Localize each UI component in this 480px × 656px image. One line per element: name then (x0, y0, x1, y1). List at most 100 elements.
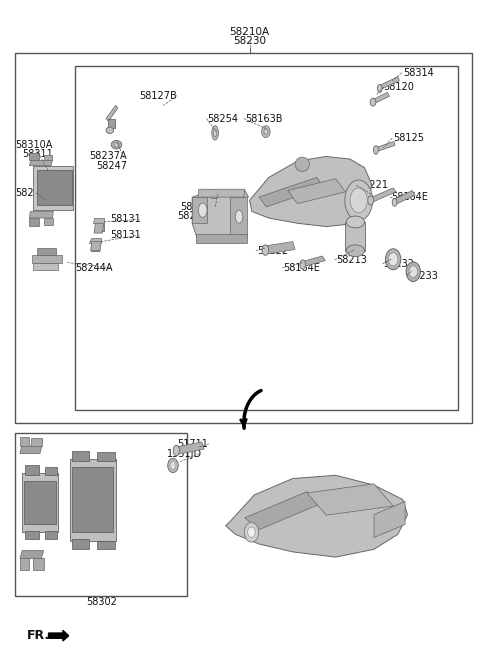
Text: 58233: 58233 (408, 271, 438, 281)
Bar (345, 222, 365, 251)
Text: 58232: 58232 (384, 259, 415, 269)
Ellipse shape (373, 146, 378, 154)
Ellipse shape (392, 198, 397, 206)
Ellipse shape (173, 445, 180, 456)
Text: FR.: FR. (27, 629, 50, 642)
Polygon shape (97, 453, 115, 461)
Ellipse shape (262, 245, 269, 255)
Ellipse shape (262, 126, 270, 138)
Polygon shape (91, 241, 101, 251)
Polygon shape (36, 170, 72, 205)
Polygon shape (369, 188, 396, 202)
Polygon shape (24, 466, 39, 475)
Ellipse shape (114, 142, 119, 147)
Text: 58131: 58131 (110, 230, 141, 240)
Text: 58247: 58247 (96, 161, 127, 171)
Polygon shape (175, 442, 204, 455)
Polygon shape (32, 255, 62, 262)
Ellipse shape (106, 127, 114, 134)
Polygon shape (29, 161, 52, 166)
Polygon shape (94, 223, 104, 233)
Ellipse shape (300, 260, 306, 269)
Polygon shape (393, 190, 415, 204)
Polygon shape (29, 211, 53, 218)
Polygon shape (372, 92, 389, 104)
Text: 58221: 58221 (357, 180, 388, 190)
FancyArrow shape (48, 630, 69, 641)
Polygon shape (44, 218, 53, 224)
Ellipse shape (388, 253, 398, 266)
Polygon shape (245, 491, 322, 529)
Text: 51711: 51711 (177, 439, 208, 449)
Ellipse shape (346, 216, 364, 228)
Ellipse shape (235, 210, 243, 223)
Polygon shape (108, 119, 115, 128)
Polygon shape (44, 155, 52, 161)
Text: 58311: 58311 (22, 149, 53, 159)
Ellipse shape (198, 203, 207, 217)
Text: 58210A: 58210A (229, 27, 270, 37)
Ellipse shape (212, 126, 218, 140)
Polygon shape (72, 451, 89, 461)
Ellipse shape (346, 245, 364, 256)
Polygon shape (192, 189, 249, 243)
Polygon shape (91, 243, 99, 251)
Polygon shape (99, 223, 104, 231)
Polygon shape (89, 237, 101, 243)
Ellipse shape (170, 462, 176, 470)
Polygon shape (198, 189, 245, 197)
Polygon shape (264, 241, 295, 254)
Polygon shape (70, 459, 116, 541)
Text: 58314: 58314 (403, 68, 433, 77)
Ellipse shape (111, 140, 122, 149)
Polygon shape (29, 218, 39, 226)
Text: 58164E: 58164E (391, 192, 428, 202)
Ellipse shape (350, 188, 367, 213)
Polygon shape (226, 476, 408, 557)
Polygon shape (20, 558, 29, 570)
Text: 58235: 58235 (180, 202, 211, 212)
Ellipse shape (214, 129, 217, 136)
Polygon shape (192, 197, 207, 223)
Polygon shape (93, 218, 104, 223)
Ellipse shape (295, 157, 310, 172)
Polygon shape (20, 437, 29, 446)
Bar (75, 66, 458, 410)
Polygon shape (33, 558, 44, 570)
Ellipse shape (168, 459, 178, 473)
Polygon shape (250, 157, 372, 226)
Polygon shape (22, 474, 58, 532)
Ellipse shape (244, 522, 259, 542)
Text: 58230: 58230 (233, 36, 266, 47)
Text: 58213: 58213 (336, 255, 367, 265)
Ellipse shape (345, 180, 372, 220)
Polygon shape (20, 550, 44, 558)
Text: 58302: 58302 (86, 596, 117, 607)
Ellipse shape (377, 85, 382, 92)
Text: 58236A: 58236A (177, 211, 215, 221)
Text: 58164E: 58164E (283, 263, 320, 273)
Polygon shape (36, 248, 56, 255)
Polygon shape (33, 262, 58, 270)
Bar (15, 53, 472, 423)
Text: 58254: 58254 (207, 113, 239, 123)
Ellipse shape (409, 266, 418, 277)
Ellipse shape (385, 249, 401, 270)
Polygon shape (106, 106, 118, 121)
Text: 58310A: 58310A (15, 140, 52, 150)
Polygon shape (24, 531, 39, 539)
Polygon shape (97, 541, 115, 548)
Polygon shape (45, 531, 57, 539)
Text: 1351JD: 1351JD (167, 449, 203, 459)
Polygon shape (20, 446, 42, 454)
Text: 58244A: 58244A (15, 188, 52, 198)
Text: 58237A: 58237A (89, 152, 127, 161)
Text: 58244A: 58244A (75, 263, 112, 273)
Ellipse shape (370, 98, 376, 106)
Text: 58222: 58222 (257, 246, 288, 256)
Polygon shape (72, 539, 89, 548)
Polygon shape (301, 256, 325, 266)
Polygon shape (375, 142, 395, 152)
Ellipse shape (406, 262, 420, 281)
Text: 58131: 58131 (110, 215, 141, 224)
